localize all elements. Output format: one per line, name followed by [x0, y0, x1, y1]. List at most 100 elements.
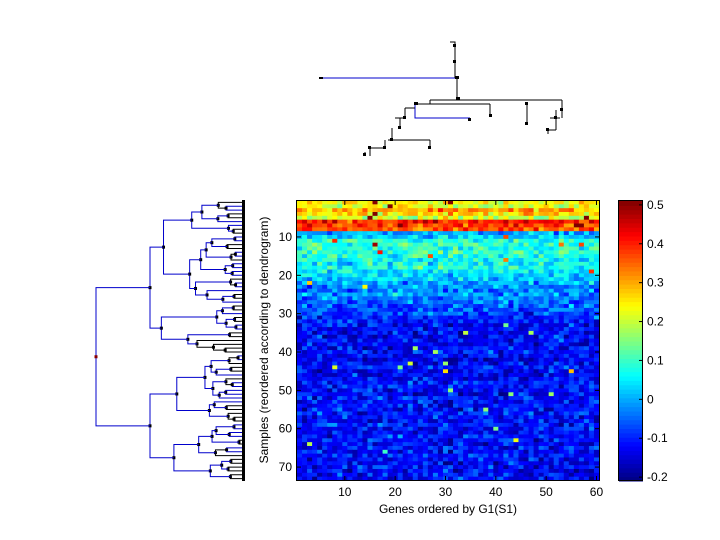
heatmap-cell	[377, 258, 383, 263]
heatmap-cell	[412, 419, 419, 424]
heatmap-cell	[387, 357, 394, 362]
heatmap-cell	[523, 212, 529, 217]
heatmap-cell	[362, 369, 368, 374]
heatmap-cell	[342, 204, 348, 209]
heatmap-cell	[508, 288, 514, 293]
heatmap-cell	[543, 235, 550, 240]
heatmap-cell	[332, 422, 338, 428]
heatmap-cell	[412, 296, 419, 301]
heatmap-cell	[488, 472, 494, 478]
heatmap-cell	[503, 246, 509, 251]
heatmap-cell	[448, 235, 454, 240]
heatmap-cell	[337, 365, 343, 370]
heatmap-cell	[322, 407, 328, 412]
heatmap-cell	[478, 212, 484, 217]
heatmap-cell	[513, 415, 519, 420]
heatmap-cell	[302, 411, 308, 416]
heatmap-cell	[362, 200, 368, 205]
heatmap-cell	[568, 215, 575, 221]
heatmap-cell	[337, 403, 343, 409]
heatmap-cell	[362, 472, 368, 478]
heatmap-cell	[347, 261, 353, 267]
heatmap-cell	[453, 445, 459, 451]
heatmap-cell	[573, 453, 580, 458]
heatmap-cell	[468, 346, 474, 351]
heatmap-cell	[528, 445, 534, 451]
heatmap-cell	[578, 465, 585, 470]
heatmap-cell	[448, 204, 454, 209]
heatmap-cell	[342, 465, 348, 470]
heatmap-cell	[543, 304, 550, 309]
heatmap-cell	[463, 219, 469, 224]
heatmap-cell	[442, 250, 449, 255]
dendrogram-link	[212, 343, 243, 351]
heatmap-cell	[317, 457, 323, 462]
heatmap-cell	[498, 392, 504, 397]
heatmap-cell	[412, 357, 419, 362]
heatmap-cell	[362, 380, 368, 386]
heatmap-cell	[412, 284, 419, 290]
heatmap-cell	[463, 353, 469, 359]
heatmap	[297, 200, 600, 481]
heatmap-cell	[528, 304, 534, 309]
heatmap-cell	[508, 457, 514, 462]
heatmap-cell	[518, 208, 524, 213]
heatmap-cell	[533, 461, 539, 466]
heatmap-cell	[397, 208, 404, 213]
heatmap-cell	[493, 430, 499, 435]
heatmap-cell	[568, 465, 575, 470]
heatmap-cell	[563, 342, 570, 347]
heatmap-cell	[498, 315, 504, 320]
heatmap-cell	[458, 453, 464, 458]
heatmap-cell	[417, 442, 424, 447]
heatmap-cell	[483, 212, 489, 217]
heatmap-cell	[417, 258, 424, 263]
dendrogram-link	[217, 201, 243, 209]
heatmap-cell	[513, 461, 519, 466]
heatmap-cell	[503, 411, 509, 416]
heatmap-cell	[342, 430, 348, 435]
heatmap-cell	[593, 258, 600, 263]
heatmap-cell	[362, 338, 368, 343]
dendrogram-node	[223, 268, 227, 272]
heatmap-cell	[523, 315, 529, 320]
heatmap-cell	[463, 457, 469, 462]
heatmap-cell	[518, 246, 524, 251]
heatmap-cell	[342, 323, 348, 328]
heatmap-cell	[508, 323, 514, 328]
heatmap-cell	[473, 403, 479, 409]
heatmap-cell	[538, 461, 545, 466]
heatmap-cell	[322, 422, 328, 428]
heatmap-cell	[538, 399, 545, 405]
heatmap-cell	[332, 453, 338, 458]
heatmap-cell	[437, 373, 444, 378]
heatmap-cell	[372, 292, 378, 297]
heatmap-cell	[427, 258, 434, 263]
heatmap-cell	[332, 353, 338, 359]
heatmap-cell	[523, 396, 529, 401]
heatmap-cell	[332, 434, 338, 439]
heatmap-cell	[563, 438, 570, 443]
heatmap-cell	[538, 300, 545, 305]
heatmap-cell	[367, 373, 373, 378]
heatmap-cell	[593, 396, 600, 401]
heatmap-cell	[583, 307, 590, 313]
heatmap-cell	[543, 254, 550, 259]
heatmap-cell	[372, 304, 378, 309]
heatmap-cell	[392, 261, 399, 267]
heatmap-cell	[297, 449, 303, 455]
heatmap-cell	[493, 330, 499, 336]
heatmap-cell	[312, 246, 318, 251]
heatmap-cell	[583, 426, 590, 432]
heatmap-cell	[322, 388, 328, 393]
heatmap-cell	[337, 208, 343, 213]
heatmap-cell	[412, 315, 419, 320]
heatmap-cell	[357, 465, 363, 470]
heatmap-cell	[372, 350, 378, 355]
heatmap-cell	[503, 208, 509, 213]
heatmap-cell	[593, 373, 600, 378]
heatmap-cell	[312, 304, 318, 309]
heatmap-cell	[442, 396, 449, 401]
heatmap-cell	[518, 319, 524, 324]
heatmap-cell	[463, 242, 469, 247]
